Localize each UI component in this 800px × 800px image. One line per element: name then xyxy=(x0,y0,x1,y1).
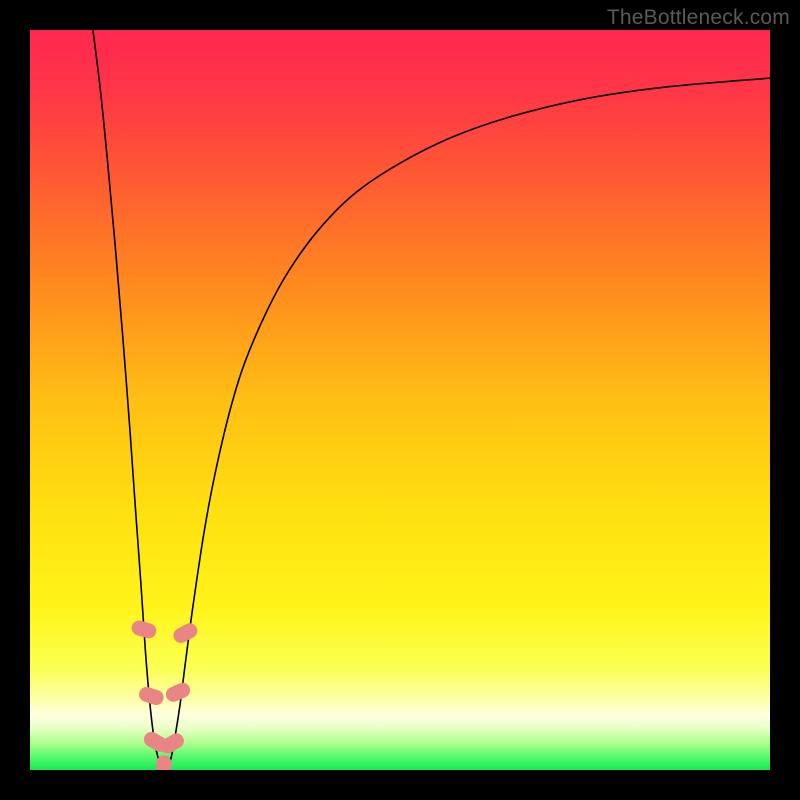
chart-background xyxy=(30,30,770,770)
chart-svg xyxy=(30,30,770,770)
chart-plot xyxy=(30,30,770,770)
curve-marker xyxy=(157,756,171,770)
watermark-label: TheBottleneck.com xyxy=(607,6,790,30)
chart-container: TheBottleneck.com xyxy=(0,0,800,800)
